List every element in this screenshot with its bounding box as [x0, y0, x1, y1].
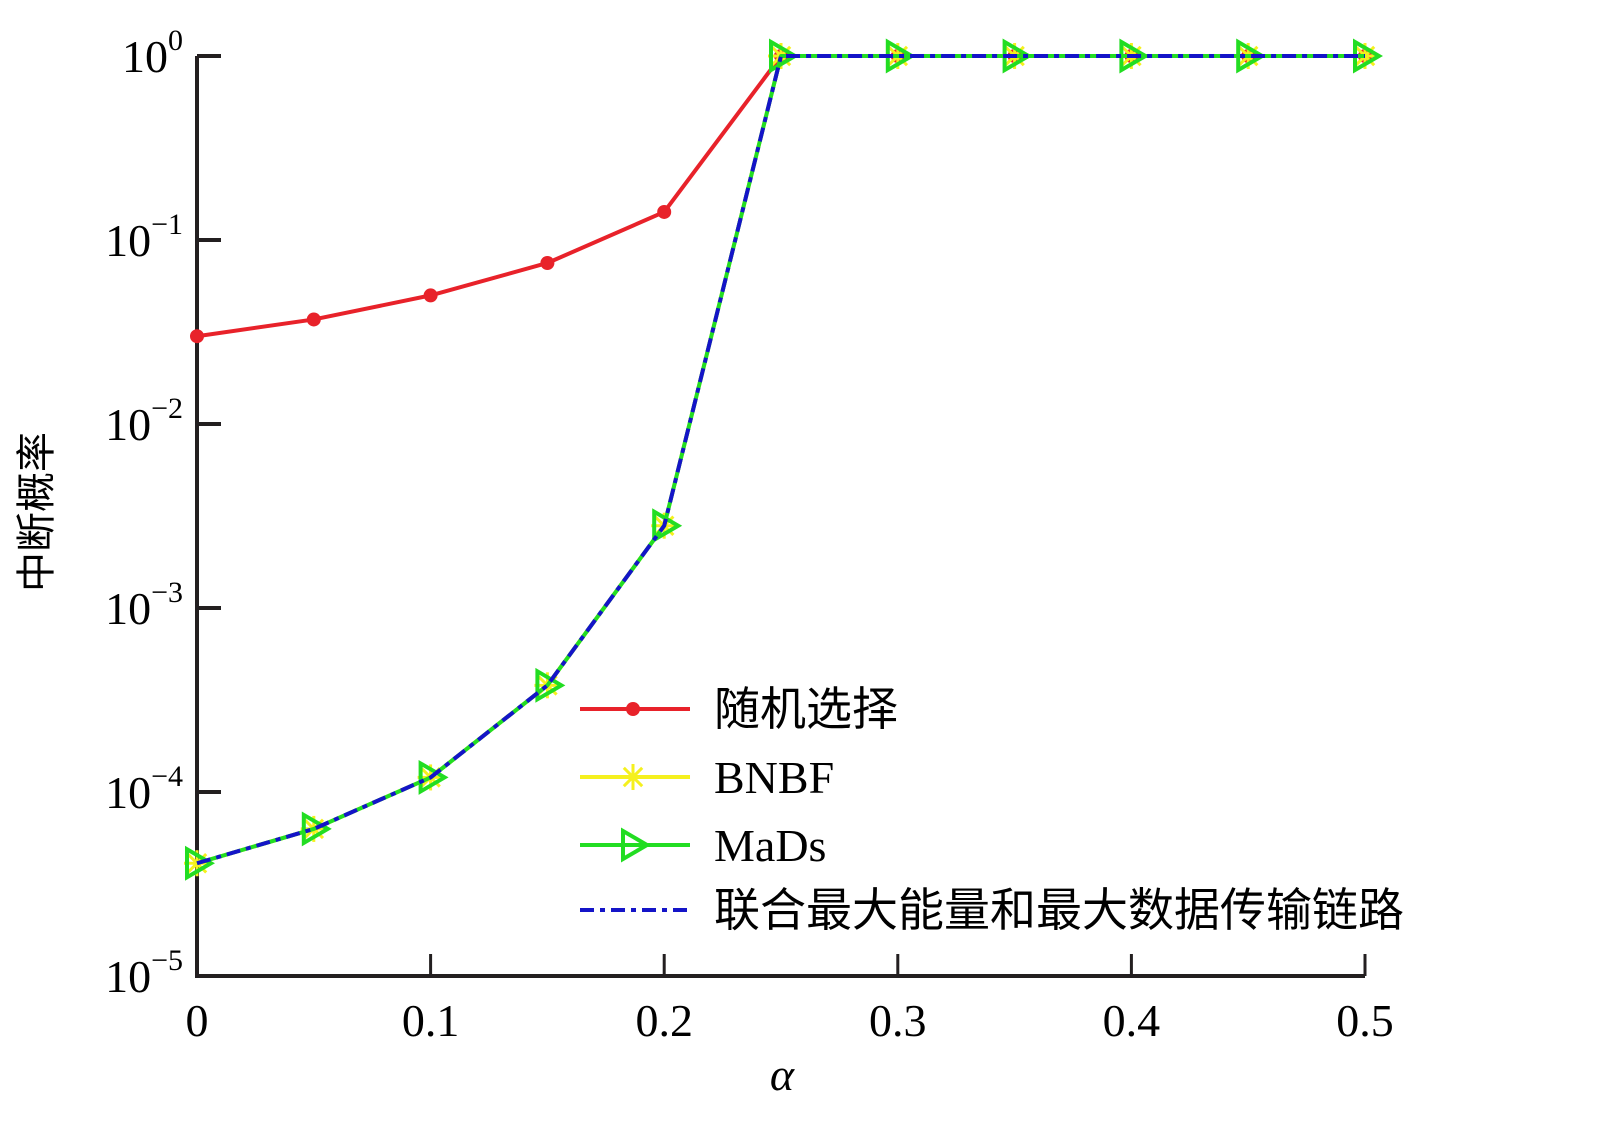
x-tick-label: 0.2: [635, 995, 693, 1046]
legend-item-1: BNBF: [580, 752, 834, 803]
x-axis-ticks: 0 0.1 0.2 0.3 0.4 0.5: [186, 954, 1394, 1046]
y-axis-label: 中断概率: [14, 432, 60, 592]
plot-series: [184, 38, 1383, 881]
y-tick-label: 10−4: [105, 760, 183, 818]
y-tick-label: 10−2: [105, 392, 183, 450]
legend-label: 联合最大能量和最大数据传输链路: [714, 885, 1404, 936]
x-tick-label: 0.1: [402, 995, 460, 1046]
series-0: [190, 49, 1372, 344]
legend: 随机选择 BNBF MaDs 联合最大能量和最大数据传输链路: [580, 684, 1404, 936]
legend-label: MaDs: [714, 820, 826, 871]
y-tick-label: 10−1: [105, 208, 183, 266]
legend-label: BNBF: [714, 752, 834, 803]
series-3: [196, 54, 1365, 866]
y-tick-label: 10−5: [105, 944, 183, 1002]
legend-item-2: MaDs: [580, 820, 826, 871]
legend-item-3: 联合最大能量和最大数据传输链路: [580, 885, 1404, 936]
legend-item-0: 随机选择: [580, 684, 898, 735]
y-axis-ticks: 100 10−1 10−2 10−3 10−4 10−5: [105, 24, 221, 1002]
x-axis-label: α: [770, 1049, 795, 1100]
y-tick-label: 10−3: [105, 576, 183, 634]
legend-label: 随机选择: [714, 684, 898, 735]
x-tick-label: 0: [186, 995, 209, 1046]
x-tick-label: 0.5: [1336, 995, 1394, 1046]
y-tick-label: 100: [122, 24, 183, 82]
axes: [195, 56, 1365, 978]
x-tick-label: 0.4: [1103, 995, 1161, 1046]
x-tick-label: 0.3: [869, 995, 927, 1046]
